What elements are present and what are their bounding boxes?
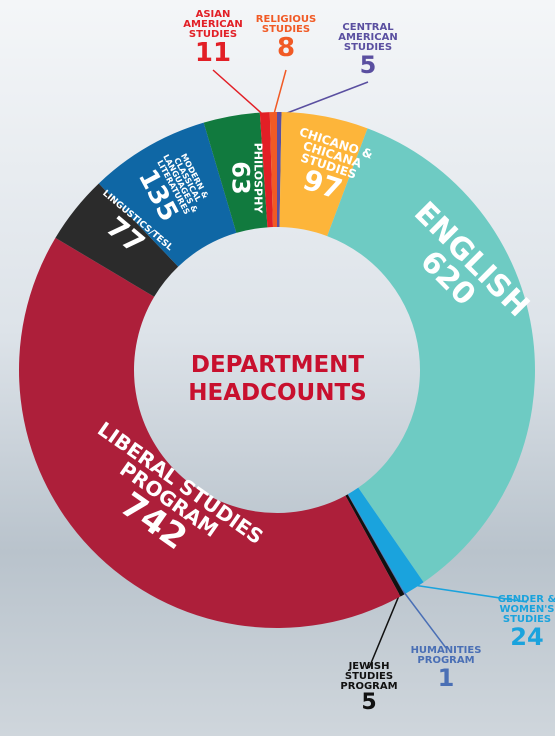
category-label: RELIGIOUS STUDIES — [255, 14, 317, 35]
category-label: CENTRAL AMERICAN STUDIES — [338, 22, 398, 53]
donut-segment — [259, 112, 273, 228]
donut-segment — [98, 122, 237, 267]
segment-label: JEWISH STUDIES PROGRAM 5 — [334, 662, 404, 714]
category-label: JEWISH STUDIES PROGRAM — [340, 661, 398, 692]
category-label: ASIAN AMERICAN STUDIES — [183, 9, 243, 40]
donut-segment — [348, 487, 424, 594]
chart-title: DEPARTMENT HEADCOUNTS — [188, 352, 367, 406]
donut-segment — [279, 112, 368, 237]
value-label: 5 — [359, 51, 377, 79]
donut-segment — [269, 112, 277, 228]
segment-label: PHILOSPHY 63 — [226, 123, 265, 233]
leader-line — [368, 591, 402, 669]
segment-label: CENTRAL AMERICAN STUDIES 5 — [328, 22, 408, 79]
donut-segment — [55, 183, 179, 297]
segment-label: RELIGIOUS STUDIES 8 — [251, 14, 321, 63]
leader-line — [272, 69, 287, 117]
leader-line — [278, 81, 369, 117]
value-label: 24 — [510, 623, 544, 651]
segment-label: ASIAN AMERICAN STUDIES 11 — [173, 9, 253, 68]
donut-segment — [327, 128, 536, 583]
category-label: GENDER & WOMEN'S STUDIES — [497, 594, 555, 625]
leader-line — [412, 584, 528, 603]
donut-segment — [18, 237, 401, 629]
donut-segment — [277, 112, 282, 228]
donut-segment — [345, 494, 405, 597]
value-label: 63 — [226, 161, 255, 195]
value-label: 1 — [437, 664, 455, 692]
value-label: 11 — [194, 38, 232, 68]
leader-line — [212, 69, 266, 117]
category-label: HUMANITIES PROGRAM — [410, 645, 482, 666]
leader-line — [402, 590, 447, 649]
value-label: 5 — [361, 690, 377, 715]
segment-label: HUMANITIES PROGRAM 1 — [406, 645, 486, 692]
value-label: 8 — [276, 33, 296, 63]
donut-segment — [347, 494, 406, 595]
segment-label: GENDER & WOMEN'S STUDIES 24 — [497, 594, 555, 651]
donut-segment — [203, 112, 268, 233]
